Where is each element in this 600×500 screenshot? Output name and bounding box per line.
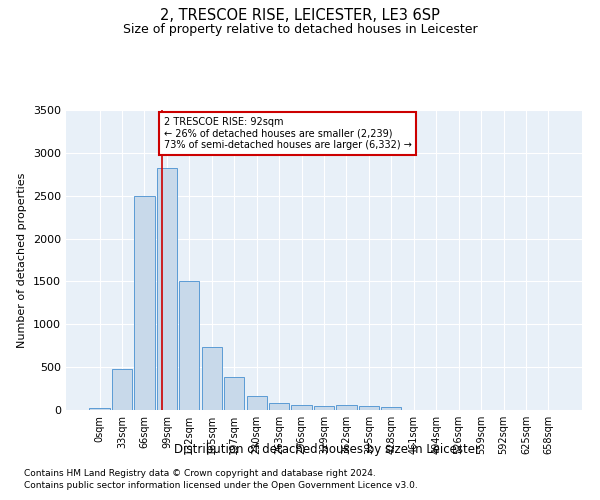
Bar xyxy=(381,408,401,410)
Bar xyxy=(314,406,334,410)
Text: Contains HM Land Registry data © Crown copyright and database right 2024.: Contains HM Land Registry data © Crown c… xyxy=(24,468,376,477)
Text: 2, TRESCOE RISE, LEICESTER, LE3 6SP: 2, TRESCOE RISE, LEICESTER, LE3 6SP xyxy=(160,8,440,22)
Text: Distribution of detached houses by size in Leicester: Distribution of detached houses by size … xyxy=(174,442,480,456)
Bar xyxy=(134,196,155,410)
Bar xyxy=(112,369,132,410)
Bar xyxy=(224,376,244,410)
Text: Contains public sector information licensed under the Open Government Licence v3: Contains public sector information licen… xyxy=(24,481,418,490)
Bar xyxy=(89,408,110,410)
Y-axis label: Number of detached properties: Number of detached properties xyxy=(17,172,28,348)
Bar xyxy=(269,403,289,410)
Bar xyxy=(179,282,199,410)
Text: Size of property relative to detached houses in Leicester: Size of property relative to detached ho… xyxy=(122,22,478,36)
Bar xyxy=(337,405,356,410)
Bar xyxy=(202,348,222,410)
Bar xyxy=(292,405,311,410)
Bar xyxy=(157,168,177,410)
Bar xyxy=(359,406,379,410)
Text: 2 TRESCOE RISE: 92sqm
← 26% of detached houses are smaller (2,239)
73% of semi-d: 2 TRESCOE RISE: 92sqm ← 26% of detached … xyxy=(164,117,412,150)
Bar xyxy=(247,396,267,410)
